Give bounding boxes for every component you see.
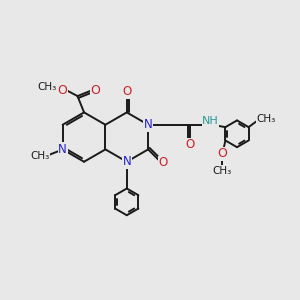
Text: N: N (144, 118, 152, 131)
Text: O: O (218, 147, 227, 161)
Text: O: O (185, 138, 194, 151)
Text: O: O (90, 84, 100, 97)
Text: CH₃: CH₃ (30, 151, 50, 161)
Text: N: N (58, 143, 67, 156)
Text: O: O (158, 156, 168, 169)
Text: N: N (122, 155, 131, 168)
Text: CH₃: CH₃ (38, 82, 57, 92)
Text: CH₃: CH₃ (213, 166, 232, 176)
Text: NH: NH (202, 116, 219, 126)
Text: CH₃: CH₃ (257, 114, 276, 124)
Text: O: O (122, 85, 131, 98)
Text: O: O (57, 84, 67, 97)
